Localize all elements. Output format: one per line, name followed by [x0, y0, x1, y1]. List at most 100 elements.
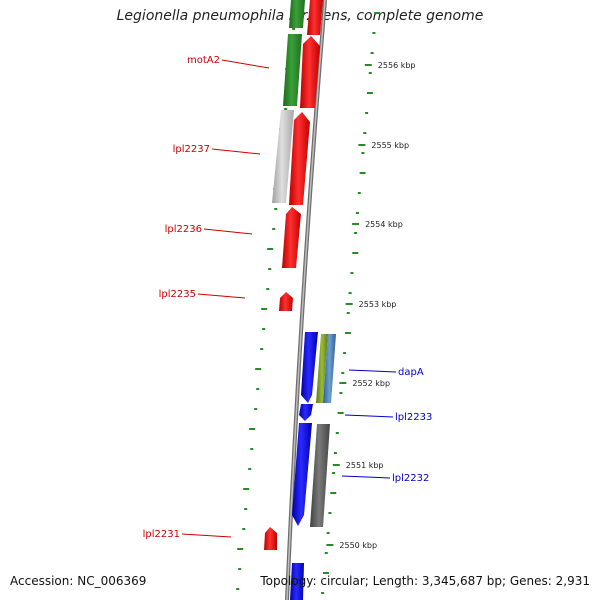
tick-label: 2556 kbp — [378, 61, 416, 70]
gene-label-lpl2235[interactable]: lpl2235 — [159, 289, 196, 300]
gene-lpl2232-dark — [310, 424, 330, 527]
gc-skew-dash — [326, 532, 330, 534]
gene-label-dapA[interactable]: dapA — [398, 367, 424, 378]
gc-skew-dash — [254, 408, 258, 410]
gene-red-3 — [289, 112, 310, 205]
gc-skew-dash — [267, 248, 274, 250]
gc-skew-dash — [339, 392, 343, 394]
gene-lpl2235 — [279, 292, 293, 311]
tick-mark — [364, 64, 372, 66]
gc-skew-dash — [324, 552, 328, 554]
tick-label: 2550 kbp — [339, 541, 377, 550]
gene-blue-1 — [301, 332, 318, 403]
label-leader-line — [344, 414, 394, 418]
gc-skew-dash — [361, 152, 365, 154]
gc-skew-dash — [366, 92, 373, 94]
gc-skew-dash — [372, 32, 376, 34]
gene-red-2 — [300, 36, 320, 108]
gene-motA2 — [283, 34, 302, 106]
gene-lpl2236 — [282, 207, 301, 268]
tick-mark — [332, 464, 340, 466]
gene-red-top — [307, 0, 323, 35]
gc-skew-dash — [343, 352, 347, 354]
gene-label-lpl2237[interactable]: lpl2237 — [173, 144, 210, 155]
gene-label-lpl2233[interactable]: lpl2233 — [395, 412, 432, 423]
gc-skew-dash — [237, 548, 244, 550]
gene-label-lpl2231[interactable]: lpl2231 — [143, 529, 180, 540]
gc-skew-dash — [344, 332, 351, 334]
gene-label-motA2[interactable]: motA2 — [187, 55, 220, 66]
label-leader-line — [197, 293, 246, 299]
gc-skew-dash — [236, 588, 240, 590]
gene-dapA-olive — [316, 334, 328, 403]
gc-skew-dash — [244, 508, 248, 510]
backbone-inner — [286, 0, 326, 600]
gene-lpl2233 — [299, 404, 313, 421]
tick-mark — [358, 144, 366, 146]
label-leader-line — [341, 475, 391, 479]
gc-skew-dash — [284, 108, 288, 110]
gc-skew-dash — [357, 192, 361, 194]
gc-skew-dash — [262, 328, 266, 330]
label-leader-line — [211, 148, 261, 155]
gc-skew-dash — [321, 592, 325, 594]
gc-skew-dash — [335, 432, 339, 434]
gc-skew-dash — [255, 368, 262, 370]
tick-mark — [345, 303, 353, 305]
gene-label-lpl2232[interactable]: lpl2232 — [392, 473, 429, 484]
label-leader-line — [203, 228, 253, 235]
left-gene-labels: motA2 lpl2237 lpl2236 lpl2235 lpl2231 — [143, 55, 270, 540]
gc-skew-dash — [328, 512, 332, 514]
gc-skew-dash — [272, 228, 276, 230]
gene-lpl2232-blue — [292, 423, 312, 526]
gc-skew-dash — [352, 252, 359, 254]
accession-text: Accession: NC_006369 — [10, 574, 147, 588]
topology-summary: Topology: circular; Length: 3,345,687 bp… — [260, 574, 590, 588]
gc-skew-dash — [337, 412, 344, 414]
gc-skew-dash — [292, 28, 296, 30]
gene-label-lpl2236[interactable]: lpl2236 — [165, 224, 202, 235]
tick-label: 2554 kbp — [365, 220, 403, 229]
gc-skew-dash — [355, 212, 359, 214]
gc-skew-dash — [374, 12, 381, 14]
gc-skew-dash — [368, 72, 372, 74]
gene-motA2-region-top — [289, 0, 305, 28]
tick-label: 2551 kbp — [346, 461, 384, 470]
gc-skew-dash — [266, 288, 270, 290]
gc-skew-dash — [250, 448, 254, 450]
label-leader-line — [181, 533, 232, 538]
gc-skew-dash — [261, 308, 268, 310]
gc-skew-dash — [268, 268, 272, 270]
tick-mark — [352, 223, 360, 225]
gc-skew-dash — [333, 452, 337, 454]
gc-skew-dash — [256, 388, 260, 390]
gc-skew-dash — [341, 372, 345, 374]
gc-skew-dash — [359, 172, 366, 174]
tick-label: 2552 kbp — [352, 379, 390, 388]
gc-skew-dash — [249, 428, 256, 430]
gc-skew-dash — [248, 468, 252, 470]
gc-skew-dash — [350, 272, 354, 274]
right-gene-labels: dapA lpl2233 lpl2232 — [341, 367, 432, 484]
gc-skew-track-right — [321, 12, 381, 594]
gc-skew-dash — [348, 292, 352, 294]
gc-skew-dash — [243, 488, 250, 490]
gc-skew-dash — [354, 232, 358, 234]
gc-skew-dash — [322, 572, 329, 574]
position-ticks: 2556 kbp 2555 kbp 2554 kbp 2553 kbp 2552 kbp… — [326, 61, 416, 550]
gc-skew-dash — [242, 528, 246, 530]
gene-blue-bottom — [290, 563, 304, 600]
gene-dapA-steel — [323, 334, 336, 403]
gc-skew-dash — [332, 472, 336, 474]
tick-mark — [326, 544, 334, 546]
gc-skew-dash — [346, 312, 350, 314]
tick-mark — [339, 382, 347, 384]
gc-skew-dash — [260, 348, 264, 350]
tick-label: 2553 kbp — [359, 300, 397, 309]
gc-skew-dash — [330, 492, 337, 494]
gene-lpl2231 — [264, 527, 277, 550]
gc-skew-dash — [370, 52, 374, 54]
label-leader-line — [348, 369, 397, 373]
gc-skew-dash — [238, 568, 242, 570]
